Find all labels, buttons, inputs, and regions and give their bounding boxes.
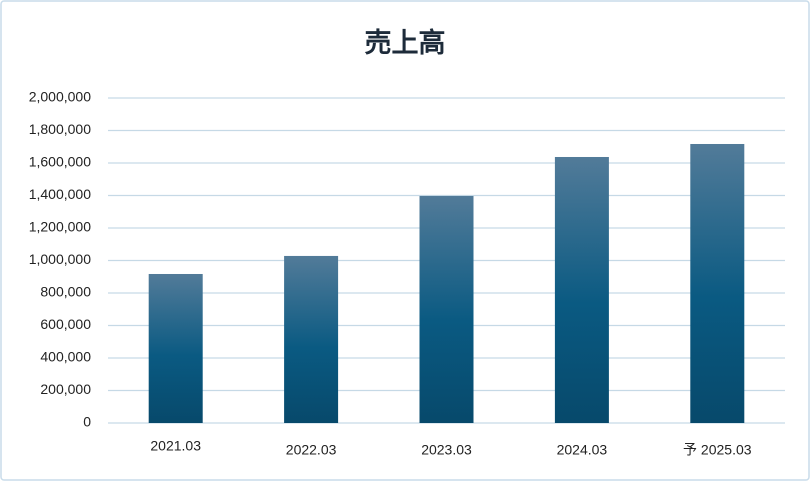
bar	[284, 255, 339, 423]
x-tick-label: 2022.03	[286, 442, 337, 458]
x-tick-label: 予 2025.03	[683, 442, 752, 458]
chart-title: 売上高	[365, 27, 446, 58]
y-tick-label: 2,000,000	[29, 89, 91, 105]
x-tick-label: 2023.03	[421, 442, 472, 458]
y-tick-label: 1,800,000	[29, 121, 91, 137]
x-tick-label: 2021.03	[150, 438, 201, 454]
y-tick-label: 800,000	[40, 284, 91, 300]
y-tick-label: 400,000	[40, 349, 91, 365]
y-tick-label: 1,600,000	[29, 154, 91, 170]
bar	[148, 273, 203, 423]
bar	[690, 143, 745, 424]
bar	[419, 195, 474, 423]
bar	[554, 156, 609, 424]
y-tick-label: 600,000	[40, 316, 91, 332]
x-tick-label: 2024.03	[557, 442, 608, 458]
y-tick-label: 1,400,000	[29, 186, 91, 202]
y-tick-label: 1,000,000	[29, 251, 91, 267]
y-tick-label: 0	[83, 414, 91, 430]
y-tick-label: 1,200,000	[29, 219, 91, 235]
y-tick-label: 200,000	[40, 381, 91, 397]
